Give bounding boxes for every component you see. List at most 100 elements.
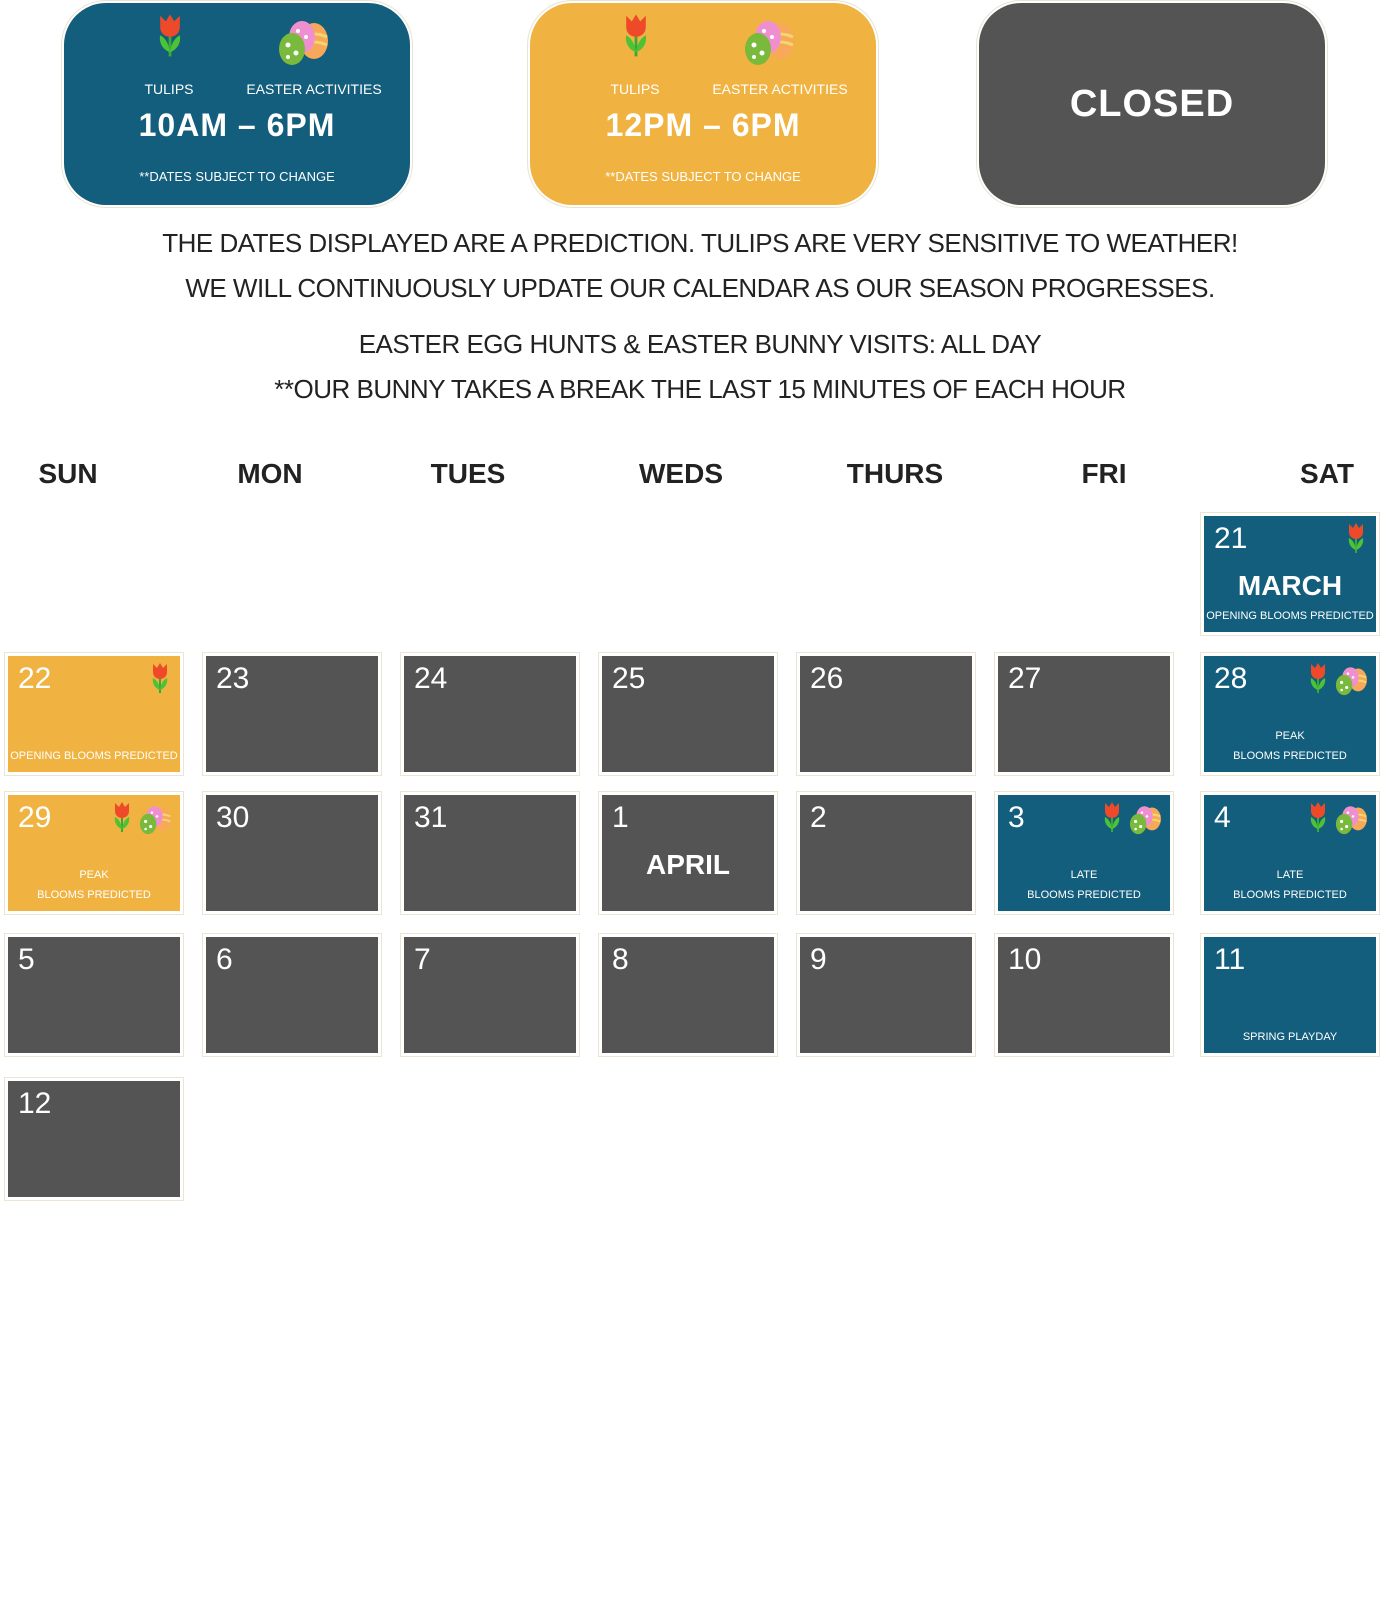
- eggs-icon: [1335, 667, 1367, 696]
- day-number: 10: [1008, 943, 1042, 976]
- day-number: 4: [1214, 801, 1231, 834]
- note-line: BLOOMS PREDICTED: [1233, 889, 1347, 901]
- eggs-icon: [1129, 806, 1161, 835]
- day-note: OPENING BLOOMS PREDICTED: [8, 746, 180, 766]
- legend-label: EASTER ACTIVITIES: [246, 81, 382, 97]
- legend-hours: 10AM – 6PM: [138, 107, 336, 143]
- day-number: 3: [1008, 801, 1025, 834]
- day-cell: 12: [8, 1081, 180, 1197]
- legend-label: TULIPS: [144, 81, 194, 97]
- eggs-icon: [745, 21, 794, 65]
- note-line: PEAK: [79, 869, 109, 881]
- day-cell: 5: [8, 937, 180, 1053]
- day-cell: 29 PEAK BLOOMS PREDICTED: [8, 795, 180, 911]
- day-number: 5: [18, 943, 35, 976]
- day-number: 9: [810, 943, 827, 976]
- tulip-icon: [1104, 802, 1120, 832]
- day-note: SPRING PLAYDAY: [1204, 1027, 1376, 1047]
- note-line: SPRING PLAYDAY: [1242, 1031, 1338, 1043]
- day-cell: 3 LATE BLOOMS PREDICTED: [998, 795, 1170, 911]
- legend-closed: CLOSED: [1069, 83, 1235, 125]
- legend-hours: 12PM – 6PM: [605, 107, 801, 143]
- day-note: OPENING BLOOMS PREDICTED: [1204, 606, 1376, 626]
- legend-box: TULIPS EASTER ACTIVITIES 10AM – 6PM **DATES…: [64, 3, 410, 205]
- day-number: 8: [612, 943, 629, 976]
- weekday-header: SAT: [1300, 458, 1354, 489]
- note-line: LATE: [1070, 869, 1098, 881]
- weekday-header: THURS: [846, 458, 944, 489]
- day-cell: 22 OPENING BLOOMS PREDICTED: [8, 656, 180, 772]
- month-label: MARCH: [1237, 570, 1343, 601]
- day-number: 25: [612, 662, 646, 695]
- legend-label: EASTER ACTIVITIES: [712, 81, 848, 97]
- notice-line: WE WILL CONTINUOUSLY UPDATE OUR CALENDAR…: [185, 273, 1215, 303]
- day-cell: 11 SPRING PLAYDAY: [1204, 937, 1376, 1053]
- day-cell: 10: [998, 937, 1170, 1053]
- note-line: BLOOMS PREDICTED: [37, 889, 151, 901]
- day-note: PEAK BLOOMS PREDICTED: [1204, 726, 1376, 766]
- day-note: LATE BLOOMS PREDICTED: [1204, 865, 1376, 905]
- day-number: 2: [810, 801, 827, 834]
- day-number: 28: [1214, 662, 1248, 695]
- day-number: 11: [1214, 943, 1246, 976]
- tulip-icon: [159, 14, 181, 57]
- day-note: PEAK BLOOMS PREDICTED: [8, 865, 180, 905]
- day-cell: 21 MARCH OPENING BLOOMS PREDICTED: [1204, 516, 1376, 632]
- day-cell: 2: [800, 795, 972, 911]
- day-cell: 27: [998, 656, 1170, 772]
- legend-note: **DATES SUBJECT TO CHANGE: [139, 169, 335, 184]
- notice-line: THE DATES DISPLAYED ARE A PREDICTION. TU…: [162, 228, 1238, 258]
- eggs-icon: [279, 21, 328, 65]
- day-note: LATE BLOOMS PREDICTED: [998, 865, 1170, 905]
- day-cell: 24: [404, 656, 576, 772]
- tulip-icon: [625, 14, 647, 57]
- day-cell: 25: [602, 656, 774, 772]
- day-number: 21: [1214, 522, 1248, 555]
- notice-line: EASTER EGG HUNTS & EASTER BUNNY VISITS: …: [358, 329, 1042, 359]
- weekday-header: TUES: [430, 458, 506, 489]
- weekday-header: SUN: [38, 458, 98, 489]
- legend-box: CLOSED: [979, 3, 1325, 205]
- day-number: 12: [18, 1087, 52, 1120]
- day-number: 24: [414, 662, 448, 695]
- day-cell: 4 LATE BLOOMS PREDICTED: [1204, 795, 1376, 911]
- day-number: 22: [18, 662, 52, 695]
- note-line: OPENING BLOOMS PREDICTED: [10, 750, 178, 762]
- note-line: BLOOMS PREDICTED: [1027, 889, 1141, 901]
- day-number: 27: [1008, 662, 1042, 695]
- day-number: 31: [414, 801, 448, 834]
- day-cell: 26: [800, 656, 972, 772]
- day-number: 23: [216, 662, 250, 695]
- day-number: 30: [216, 801, 250, 834]
- day-number: 26: [810, 662, 844, 695]
- day-number: 7: [414, 943, 431, 976]
- day-cell: 9: [800, 937, 972, 1053]
- day-number: 1: [612, 801, 629, 834]
- day-cell: 23: [206, 656, 378, 772]
- tulip-icon: [1310, 663, 1326, 693]
- note-line: LATE: [1276, 869, 1304, 881]
- day-number: 6: [216, 943, 233, 976]
- eggs-icon: [1335, 806, 1367, 835]
- tulip-icon: [114, 802, 130, 832]
- day-cell: 8: [602, 937, 774, 1053]
- eggs-icon: [139, 806, 171, 835]
- day-cell: 6: [206, 937, 378, 1053]
- legend-label: TULIPS: [610, 81, 660, 97]
- month-label: APRIL: [646, 849, 730, 880]
- note-line: BLOOMS PREDICTED: [1233, 750, 1347, 762]
- notice-line: **OUR BUNNY TAKES A BREAK THE LAST 15 MI…: [274, 374, 1126, 404]
- day-cell: 31: [404, 795, 576, 911]
- weekday-header: FRI: [1081, 458, 1127, 489]
- note-line: OPENING BLOOMS PREDICTED: [1206, 610, 1374, 622]
- day-cell: 1 APRIL: [602, 795, 774, 911]
- legend-note: **DATES SUBJECT TO CHANGE: [605, 169, 801, 184]
- day-cell: 28 PEAK BLOOMS PREDICTED: [1204, 656, 1376, 772]
- note-line: PEAK: [1275, 730, 1305, 742]
- day-cell: 7: [404, 937, 576, 1053]
- day-cell: 30: [206, 795, 378, 911]
- tulip-icon: [1310, 802, 1326, 832]
- tulip-icon: [152, 663, 168, 693]
- weekday-header: MON: [237, 458, 303, 489]
